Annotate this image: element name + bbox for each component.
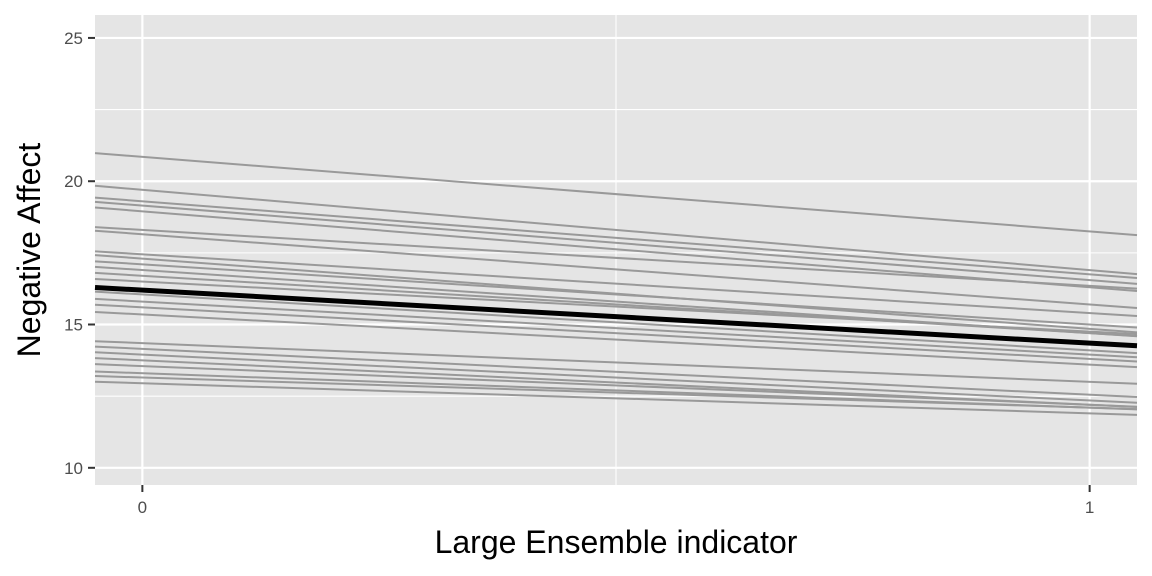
series-lines	[94, 152, 1138, 416]
subject-line	[94, 278, 1138, 336]
subject-line	[94, 184, 1138, 276]
subject-line	[94, 196, 1138, 280]
subject-line	[94, 226, 1138, 290]
average-group	[94, 284, 1138, 349]
y-tick-label: 20	[64, 172, 83, 191]
subject-line	[94, 351, 1138, 404]
grid-minor	[95, 15, 1137, 485]
average-line	[94, 284, 1138, 349]
subject-line	[94, 340, 1138, 385]
subject-line	[94, 363, 1138, 408]
x-axis-title: Large Ensemble indicator	[435, 524, 798, 560]
y-tick-label: 25	[64, 29, 83, 48]
subject-line	[94, 250, 1138, 317]
y-tick-label: 15	[64, 316, 83, 335]
subject-line	[94, 310, 1138, 369]
subject-line	[94, 303, 1138, 363]
x-tick-label: 1	[1085, 498, 1094, 517]
x-tick-label: 0	[138, 498, 147, 517]
y-axis-title: Negative Affect	[11, 143, 47, 358]
subject-line	[94, 200, 1138, 285]
subject-line	[94, 290, 1138, 355]
subject-line	[94, 375, 1138, 411]
subject-line	[94, 380, 1138, 416]
y-axis: 10 15 20 25	[64, 29, 95, 478]
subject-line	[94, 229, 1138, 309]
subject-line	[94, 206, 1138, 293]
y-tick-label: 10	[64, 459, 83, 478]
subject-line	[94, 152, 1138, 237]
subject-line	[94, 297, 1138, 359]
subject-line	[94, 260, 1138, 329]
subject-line	[94, 345, 1138, 399]
